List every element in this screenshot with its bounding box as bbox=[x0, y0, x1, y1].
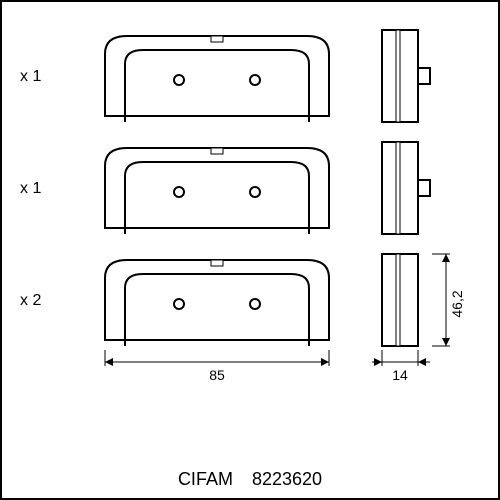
qty-label-2: x 1 bbox=[20, 180, 41, 198]
dimension-width: 85 bbox=[97, 350, 337, 393]
brake-pad-side-1 bbox=[372, 26, 442, 131]
qty-label-1: x 1 bbox=[20, 68, 41, 86]
brake-pad-front-2 bbox=[97, 142, 337, 239]
bottom-label: CIFAM 8223620 bbox=[2, 469, 498, 490]
qty-label-3: x 2 bbox=[20, 292, 41, 310]
part-number: 8223620 bbox=[252, 469, 322, 490]
brake-pad-front-3 bbox=[97, 254, 337, 351]
dim-width-text: 85 bbox=[209, 367, 225, 383]
diagram-container: x 1 x 1 bbox=[0, 0, 500, 500]
brake-pad-side-2 bbox=[372, 138, 442, 243]
dim-height-text: 46,2 bbox=[449, 290, 465, 317]
brand-name: CIFAM bbox=[178, 469, 233, 490]
brake-pad-front-1 bbox=[97, 30, 337, 127]
dim-thickness-text: 14 bbox=[392, 367, 408, 383]
dimension-height: 46,2 bbox=[432, 250, 492, 357]
